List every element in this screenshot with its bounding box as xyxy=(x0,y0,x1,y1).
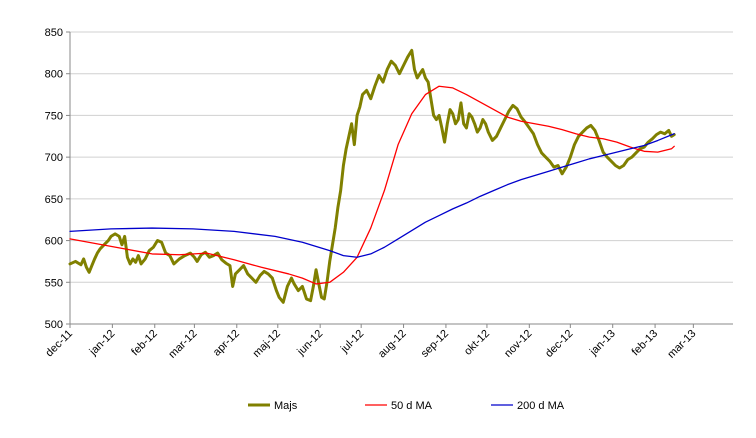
x-tick-label: jan-12 xyxy=(87,328,118,359)
series-line-majs xyxy=(68,48,676,304)
y-tick-label: 750 xyxy=(45,110,63,122)
x-tick-label: jul-12 xyxy=(338,328,366,356)
y-tick-label: 600 xyxy=(45,236,63,248)
x-tick-label: aug-12 xyxy=(376,328,409,361)
series-line-200-d-ma xyxy=(69,133,675,258)
x-tick-label: nov-12 xyxy=(502,328,534,360)
x-tick-label: jan-13 xyxy=(587,328,618,359)
x-tick-label: okt-12 xyxy=(462,328,492,358)
x-tick-label: maj-12 xyxy=(251,328,283,360)
x-tick-label: dec-12 xyxy=(543,328,575,360)
x-tick-label: sep-12 xyxy=(419,328,451,360)
legend-label: Majs xyxy=(274,400,298,412)
x-tick-label: dec-11 xyxy=(43,328,75,360)
series-line-50-d-ma xyxy=(69,85,675,285)
x-tick-label: mar-13 xyxy=(665,328,698,361)
x-tick-label: apr-12 xyxy=(211,328,242,359)
y-tick-label: 550 xyxy=(45,277,63,289)
y-tick-label: 800 xyxy=(45,69,63,81)
x-tick-label: feb-13 xyxy=(630,328,661,359)
y-tick-label: 700 xyxy=(45,152,63,164)
x-tick-label: mar-12 xyxy=(166,328,199,361)
x-tick-label: jun-12 xyxy=(294,328,325,359)
y-tick-label: 650 xyxy=(45,194,63,206)
x-tick-label: feb-12 xyxy=(129,328,160,359)
y-tick-label: 850 xyxy=(45,27,63,39)
y-tick-label: 500 xyxy=(45,319,63,331)
legend-label: 200 d MA xyxy=(517,400,565,412)
legend-label: 50 d MA xyxy=(391,400,433,412)
